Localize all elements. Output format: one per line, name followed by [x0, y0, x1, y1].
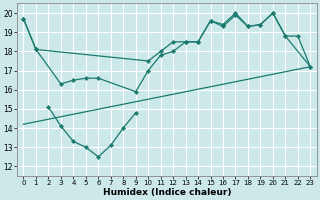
- X-axis label: Humidex (Indice chaleur): Humidex (Indice chaleur): [103, 188, 231, 197]
